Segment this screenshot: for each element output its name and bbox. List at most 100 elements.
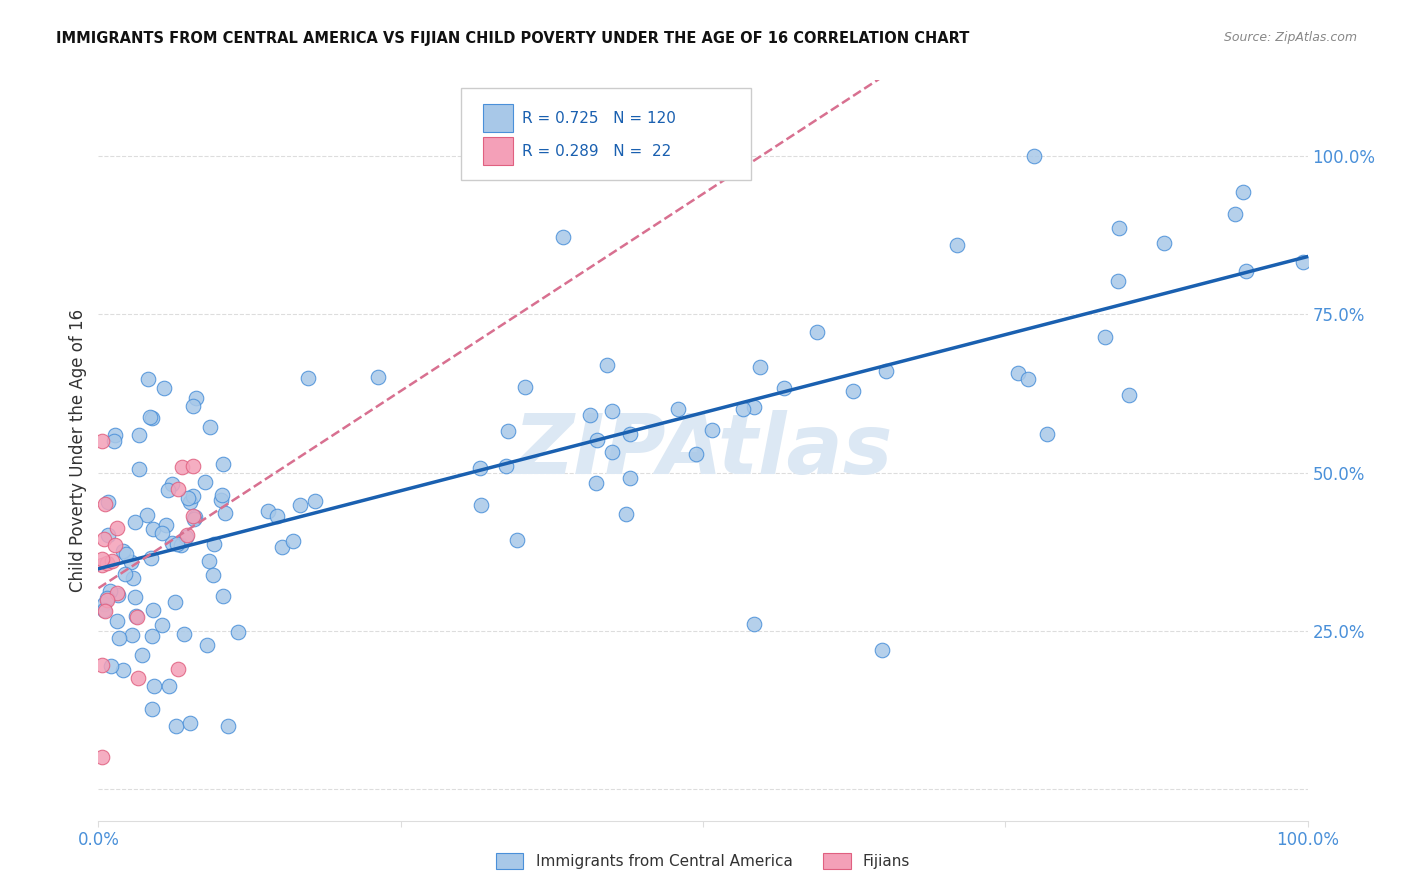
Legend: Immigrants from Central America, Fijians: Immigrants from Central America, Fijians — [489, 847, 917, 875]
Point — [94, 498, 117, 512]
Y-axis label: Child Poverty Under the Age of 16: Child Poverty Under the Age of 16 — [69, 309, 87, 592]
Point — [195, 639, 218, 653]
Point — [128, 428, 150, 442]
Point — [1234, 263, 1257, 277]
Point — [170, 460, 193, 475]
Point — [209, 493, 232, 508]
Point — [742, 400, 765, 414]
Point — [198, 420, 221, 434]
Point — [202, 537, 225, 551]
Point — [742, 616, 765, 631]
Point — [115, 547, 138, 561]
Point — [685, 447, 707, 461]
Point — [586, 434, 609, 448]
Text: Source: ZipAtlas.com: Source: ZipAtlas.com — [1223, 31, 1357, 45]
Point — [114, 567, 136, 582]
FancyBboxPatch shape — [461, 87, 751, 180]
Point — [579, 408, 602, 422]
Point — [806, 325, 828, 339]
Point — [97, 527, 120, 541]
Point — [1007, 366, 1029, 380]
Point — [141, 702, 163, 716]
Point — [127, 672, 149, 686]
Point — [143, 679, 166, 693]
Point — [297, 371, 319, 385]
Point — [169, 537, 191, 551]
Point — [733, 401, 755, 416]
Point — [105, 614, 128, 628]
Point — [498, 424, 520, 438]
Point — [155, 517, 177, 532]
Point — [1094, 330, 1116, 344]
FancyBboxPatch shape — [482, 137, 513, 165]
Point — [211, 488, 233, 502]
Point — [288, 498, 311, 512]
Point — [93, 597, 115, 611]
Point — [614, 507, 637, 521]
Point — [160, 535, 183, 549]
Point — [181, 509, 204, 524]
Point — [131, 648, 153, 662]
Point — [177, 491, 200, 505]
Point — [875, 364, 897, 378]
Point — [194, 475, 217, 490]
Point — [1225, 207, 1247, 221]
Point — [495, 458, 517, 473]
Point — [104, 537, 127, 551]
Point — [93, 604, 115, 618]
Point — [91, 657, 114, 672]
Point — [93, 533, 115, 547]
Point — [211, 589, 233, 603]
Point — [183, 512, 205, 526]
Point — [266, 509, 288, 524]
Point — [127, 610, 149, 624]
Point — [214, 506, 236, 520]
Point — [142, 522, 165, 536]
Point — [135, 508, 157, 522]
Point — [136, 372, 159, 386]
Point — [108, 631, 131, 645]
Point — [1107, 275, 1129, 289]
Text: IMMIGRANTS FROM CENTRAL AMERICA VS FIJIAN CHILD POVERTY UNDER THE AGE OF 16 CORR: IMMIGRANTS FROM CENTRAL AMERICA VS FIJIA… — [56, 31, 970, 46]
Point — [595, 358, 617, 372]
Point — [91, 750, 114, 764]
Point — [93, 602, 115, 616]
Point — [702, 423, 724, 437]
Point — [141, 629, 163, 643]
Point — [600, 445, 623, 459]
Text: R = 0.725   N = 120: R = 0.725 N = 120 — [522, 111, 675, 126]
Point — [367, 370, 389, 384]
Point — [184, 391, 207, 405]
Point — [183, 459, 205, 474]
Point — [1036, 426, 1059, 441]
Point — [173, 627, 195, 641]
Point — [217, 719, 239, 733]
Point — [551, 230, 574, 244]
Point — [166, 536, 188, 550]
Point — [128, 462, 150, 476]
Point — [124, 515, 146, 529]
Point — [202, 568, 225, 582]
Point — [181, 489, 204, 503]
Point — [165, 718, 187, 732]
Point — [122, 571, 145, 585]
Point — [1291, 255, 1313, 269]
Point — [150, 618, 173, 632]
Point — [160, 477, 183, 491]
Point — [619, 426, 641, 441]
Point — [125, 609, 148, 624]
Text: ZIPAtlas: ZIPAtlas — [513, 410, 893, 491]
Point — [1118, 388, 1140, 402]
Text: R = 0.289   N =  22: R = 0.289 N = 22 — [522, 144, 671, 159]
Point — [104, 427, 127, 442]
Point — [91, 558, 114, 572]
Point — [91, 434, 114, 448]
Point — [105, 521, 128, 535]
Point — [773, 381, 796, 395]
Point — [872, 642, 894, 657]
Point — [156, 483, 179, 497]
Point — [513, 380, 536, 394]
Point — [184, 510, 207, 524]
Point — [945, 238, 967, 252]
Point — [1153, 235, 1175, 250]
